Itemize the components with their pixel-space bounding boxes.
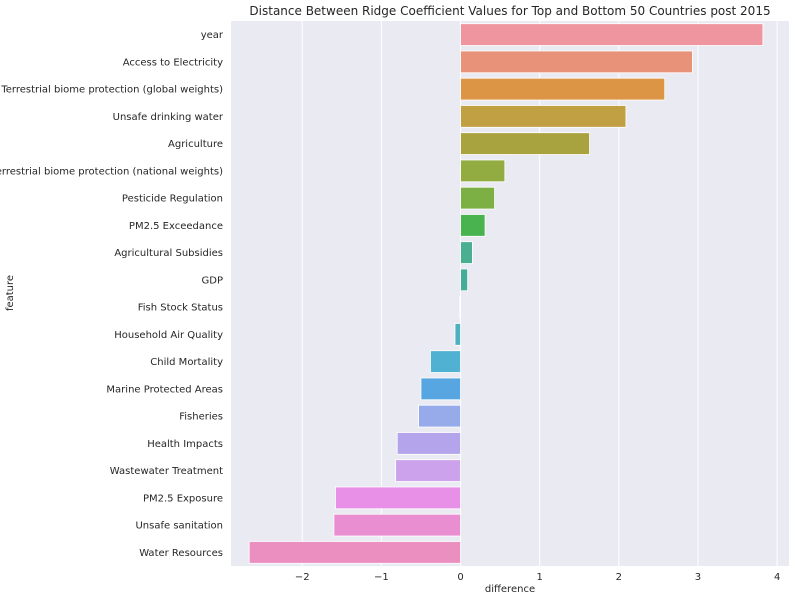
x-tick-label: 4 <box>774 572 780 583</box>
x-tick-label: 2 <box>616 572 622 583</box>
x-tick-label: 0 <box>457 572 463 583</box>
x-axis-label: difference <box>485 584 535 595</box>
bar <box>460 105 627 128</box>
y-tick-label: Health Impacts <box>147 439 223 450</box>
y-tick-label: Child Mortality <box>150 357 223 368</box>
y-tick-label: Water Resources <box>139 548 223 559</box>
bar <box>418 404 461 428</box>
y-tick-label: PM2.5 Exceedance <box>129 221 223 232</box>
bar <box>430 350 461 373</box>
bar <box>460 23 764 46</box>
bar <box>460 214 486 237</box>
x-tick-label: −1 <box>374 572 389 583</box>
y-tick-label: Marine Protected Areas <box>106 384 223 395</box>
bar <box>396 432 461 455</box>
x-tick-label: −2 <box>295 572 310 583</box>
bar <box>460 159 506 183</box>
bar <box>460 50 693 74</box>
bar <box>460 268 469 292</box>
plot-background <box>231 21 789 566</box>
y-axis-label: feature <box>5 275 16 311</box>
y-tick-label: Access to Electricity <box>123 57 223 68</box>
bar <box>460 77 666 101</box>
bar <box>335 486 461 510</box>
y-tick-label: Wastewater Treatment <box>110 466 223 477</box>
bar <box>460 241 473 264</box>
y-tick-label: Terrestrial biome protection (global wei… <box>0 85 223 96</box>
y-tick-label: Household Air Quality <box>114 330 223 341</box>
bar <box>420 377 461 401</box>
x-tick-label: 1 <box>536 572 542 583</box>
y-tick-label: year <box>201 30 224 41</box>
y-tick-label: Terrestrial biome protection (national w… <box>0 166 223 177</box>
y-tick-label: Pesticide Regulation <box>122 194 223 205</box>
bar <box>395 459 461 482</box>
bar <box>459 295 461 319</box>
y-tick-label: Unsafe drinking water <box>113 112 224 123</box>
bar <box>454 323 461 346</box>
chart-title: Distance Between Ridge Coefficient Value… <box>249 4 770 18</box>
y-tick-label: Unsafe sanitation <box>135 521 223 532</box>
x-tick-label: 3 <box>695 572 701 583</box>
x-tick-labels: −2 −1 0 1 2 3 4 <box>295 572 780 583</box>
y-tick-label: Fish Stock Status <box>138 303 223 314</box>
y-tick-label: Agricultural Subsidies <box>114 248 223 259</box>
bar <box>460 186 495 210</box>
y-tick-label: Fisheries <box>179 412 223 423</box>
bar <box>248 541 461 564</box>
bar <box>460 132 590 155</box>
y-tick-labels: year Access to Electricity Terrestrial bio… <box>0 30 224 559</box>
y-tick-label: PM2.5 Exposure <box>143 493 223 504</box>
y-tick-label: Agriculture <box>168 139 223 150</box>
bar <box>333 513 461 537</box>
y-tick-label: GDP <box>202 275 223 286</box>
bars <box>248 23 764 564</box>
